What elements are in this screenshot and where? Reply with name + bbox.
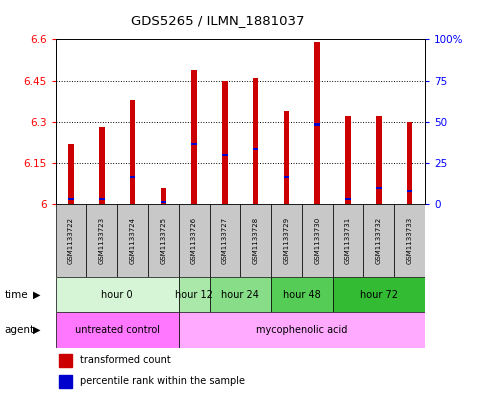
Bar <box>407 189 412 192</box>
Bar <box>68 144 74 204</box>
Text: ▶: ▶ <box>32 325 40 335</box>
Bar <box>376 187 382 189</box>
Bar <box>210 277 271 312</box>
Text: GSM1133727: GSM1133727 <box>222 217 228 264</box>
Text: hour 72: hour 72 <box>360 290 398 300</box>
Bar <box>253 78 258 204</box>
Text: agent: agent <box>5 325 35 335</box>
Bar <box>56 204 86 277</box>
Text: GSM1133730: GSM1133730 <box>314 217 320 264</box>
Bar <box>56 312 179 348</box>
Bar <box>99 198 104 200</box>
Bar <box>160 200 166 203</box>
Text: GDS5265 / ILMN_1881037: GDS5265 / ILMN_1881037 <box>130 14 304 27</box>
Text: percentile rank within the sample: percentile rank within the sample <box>80 376 244 386</box>
Bar <box>333 277 425 312</box>
Bar <box>59 354 72 367</box>
Bar <box>345 116 351 204</box>
Bar <box>284 176 289 178</box>
Text: GSM1133722: GSM1133722 <box>68 217 74 264</box>
Bar <box>222 154 227 156</box>
Bar <box>271 204 302 277</box>
Text: GSM1133723: GSM1133723 <box>99 217 105 264</box>
Text: hour 0: hour 0 <box>101 290 133 300</box>
Bar <box>99 127 104 204</box>
Bar <box>59 375 72 387</box>
Text: GSM1133731: GSM1133731 <box>345 217 351 264</box>
Bar <box>253 148 258 151</box>
Bar <box>314 123 320 126</box>
Text: hour 12: hour 12 <box>175 290 213 300</box>
Text: transformed count: transformed count <box>80 355 170 365</box>
Text: untreated control: untreated control <box>75 325 159 335</box>
Bar <box>345 198 351 200</box>
Bar <box>179 312 425 348</box>
Text: time: time <box>5 290 28 300</box>
Bar <box>271 277 333 312</box>
Bar <box>222 81 227 204</box>
Bar <box>179 277 210 312</box>
Bar <box>160 188 166 204</box>
Bar <box>117 204 148 277</box>
Bar <box>179 204 210 277</box>
Bar <box>130 100 135 204</box>
Bar <box>148 204 179 277</box>
Bar <box>364 204 394 277</box>
Bar <box>68 198 74 200</box>
Text: GSM1133729: GSM1133729 <box>284 217 289 264</box>
Bar <box>314 42 320 204</box>
Bar <box>407 122 412 204</box>
Bar <box>376 116 382 204</box>
Text: hour 24: hour 24 <box>221 290 259 300</box>
Text: ▶: ▶ <box>32 290 40 300</box>
Text: mycophenolic acid: mycophenolic acid <box>256 325 348 335</box>
Text: GSM1133725: GSM1133725 <box>160 217 166 264</box>
Text: hour 48: hour 48 <box>283 290 321 300</box>
Bar <box>86 204 117 277</box>
Text: GSM1133728: GSM1133728 <box>253 217 259 264</box>
Text: GSM1133724: GSM1133724 <box>129 217 136 264</box>
Bar <box>130 176 135 178</box>
Bar <box>210 204 240 277</box>
Text: GSM1133733: GSM1133733 <box>407 217 412 264</box>
Text: GSM1133732: GSM1133732 <box>376 217 382 264</box>
Bar <box>56 277 179 312</box>
Bar <box>240 204 271 277</box>
Text: GSM1133726: GSM1133726 <box>191 217 197 264</box>
Bar <box>191 143 197 145</box>
Bar <box>284 111 289 204</box>
Bar <box>191 70 197 204</box>
Bar <box>394 204 425 277</box>
Bar <box>302 204 333 277</box>
Bar <box>333 204 364 277</box>
